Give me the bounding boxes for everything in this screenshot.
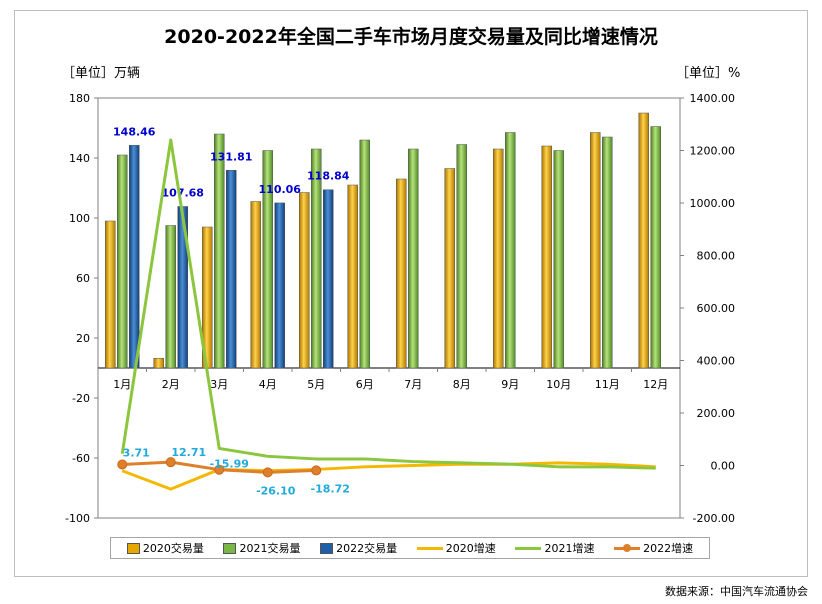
line-2021增速	[120, 138, 656, 470]
bar-2022交易量	[177, 206, 188, 369]
legend-swatch-2022-volume	[320, 542, 334, 554]
right-axis-unit: ［单位］%	[676, 66, 741, 81]
category-label: 2月	[162, 378, 180, 391]
growth-data-label: 12.71	[171, 446, 206, 459]
bar-2021交易量	[456, 144, 467, 369]
bar-data-label: 110.06	[259, 183, 302, 196]
right-axis-tick-label: 800.00	[697, 250, 736, 263]
left-axis-tick-label: 180	[69, 92, 90, 105]
bar-2021交易量	[408, 148, 419, 369]
bar-2020交易量	[638, 112, 649, 369]
left-axis-tick-label: 140	[69, 152, 90, 165]
right-axis-tick-label: -200.00	[693, 512, 735, 525]
legend-item-2020-growth: 2020增速	[416, 540, 496, 556]
legend-item-2022-volume: 2022交易量	[320, 540, 397, 556]
bar-2022交易量	[129, 145, 140, 369]
bar-2022交易量	[323, 189, 334, 369]
left-axis-tick-label: -60	[72, 452, 90, 465]
bar-data-label: 118.84	[307, 170, 350, 183]
left-axis-tick-label: 100	[69, 212, 90, 225]
legend-item-2021-growth: 2021增速	[515, 540, 594, 556]
bar-2021交易量	[359, 139, 370, 369]
legend-item-2021-volume: 2021交易量	[223, 540, 300, 556]
category-label: 3月	[210, 378, 228, 391]
chart-legend: 2020交易量 2021交易量 2022交易量 2020增速 2021增速 20…	[110, 537, 710, 559]
right-axis-tick-label: 400.00	[697, 355, 736, 368]
bar-2021交易量	[602, 136, 613, 369]
bar-2020交易量	[250, 201, 261, 369]
line-marker	[117, 459, 128, 470]
category-label: 9月	[501, 378, 519, 391]
right-axis-tick-label: 1000.00	[690, 197, 736, 210]
bar-data-label: 148.46	[113, 125, 156, 138]
line-2020增速	[121, 461, 656, 491]
bar-2020交易量	[153, 358, 164, 369]
category-label: 11月	[595, 378, 620, 391]
legend-swatch-2020-volume	[126, 542, 140, 554]
bar-2020交易量	[105, 220, 116, 369]
bar-2020交易量	[347, 184, 358, 369]
bar-2020交易量	[444, 168, 455, 369]
bar-data-label: 131.81	[210, 150, 252, 163]
growth-data-label: 3.71	[123, 447, 150, 460]
legend-swatch-2022-growth	[614, 543, 641, 552]
line-marker	[165, 457, 176, 468]
category-label: 12月	[643, 378, 668, 391]
bar-2020交易量	[493, 148, 504, 369]
bar-2022交易量	[226, 170, 237, 369]
legend-label: 2020交易量	[142, 542, 204, 555]
bar-2020交易量	[299, 192, 310, 369]
bar-2020交易量	[541, 145, 552, 369]
category-label: 5月	[307, 378, 325, 391]
bar-2020交易量	[590, 132, 601, 369]
category-label: 6月	[356, 378, 374, 391]
category-label: 4月	[259, 378, 277, 391]
bar-2021交易量	[214, 133, 225, 369]
growth-data-label: -26.10	[256, 484, 296, 497]
legend-swatch-2021-growth	[515, 546, 542, 550]
bar-2021交易量	[311, 148, 322, 369]
bar-data-label: 107.68	[162, 186, 204, 199]
line-marker	[262, 467, 273, 478]
legend-label: 2022增速	[643, 542, 694, 555]
legend-item-2020-volume: 2020交易量	[126, 540, 204, 556]
right-axis-tick-label: 0.00	[711, 460, 736, 473]
bar-2021交易量	[650, 126, 661, 369]
right-axis-tick-label: 1200.00	[690, 145, 736, 158]
left-axis-tick-label: 20	[76, 332, 90, 345]
legend-label: 2021交易量	[239, 542, 301, 555]
growth-data-label: -18.72	[311, 482, 350, 495]
bar-2020交易量	[396, 178, 407, 369]
bar-2021交易量	[262, 150, 273, 369]
category-label: 10月	[546, 378, 571, 391]
bar-2021交易量	[505, 132, 516, 369]
line-marker	[214, 464, 225, 475]
left-axis-tick-label: 60	[76, 272, 90, 285]
bar-2021交易量	[165, 225, 176, 369]
legend-label: 2021增速	[544, 542, 595, 555]
left-axis-unit: ［单位］万辆	[62, 66, 141, 81]
category-label: 1月	[113, 378, 131, 391]
line-marker	[311, 465, 322, 476]
legend-label: 2022交易量	[336, 542, 398, 555]
bar-2022交易量	[274, 202, 285, 369]
legend-swatch-2020-growth	[416, 546, 443, 550]
growth-data-label: -15.99	[210, 458, 249, 471]
legend-item-2022-growth: 2022增速	[614, 540, 693, 556]
right-axis-tick-label: 200.00	[697, 407, 736, 420]
category-label: 7月	[404, 378, 422, 391]
left-axis-tick-label: -20	[72, 392, 90, 405]
bar-2021交易量	[117, 154, 128, 369]
right-axis-tick-label: 600.00	[697, 302, 736, 315]
legend-label: 2020增速	[445, 542, 496, 555]
left-axis-tick-label: -100	[65, 512, 90, 525]
data-source: 数据来源：中国汽车流通协会	[665, 585, 808, 598]
chart-title: 2020-2022年全国二手车市场月度交易量及同比增速情况	[164, 26, 658, 48]
right-axis-tick-label: 1400.00	[690, 92, 736, 105]
legend-swatch-2021-volume	[223, 542, 237, 554]
category-label: 8月	[453, 378, 471, 391]
bar-2021交易量	[553, 150, 564, 369]
